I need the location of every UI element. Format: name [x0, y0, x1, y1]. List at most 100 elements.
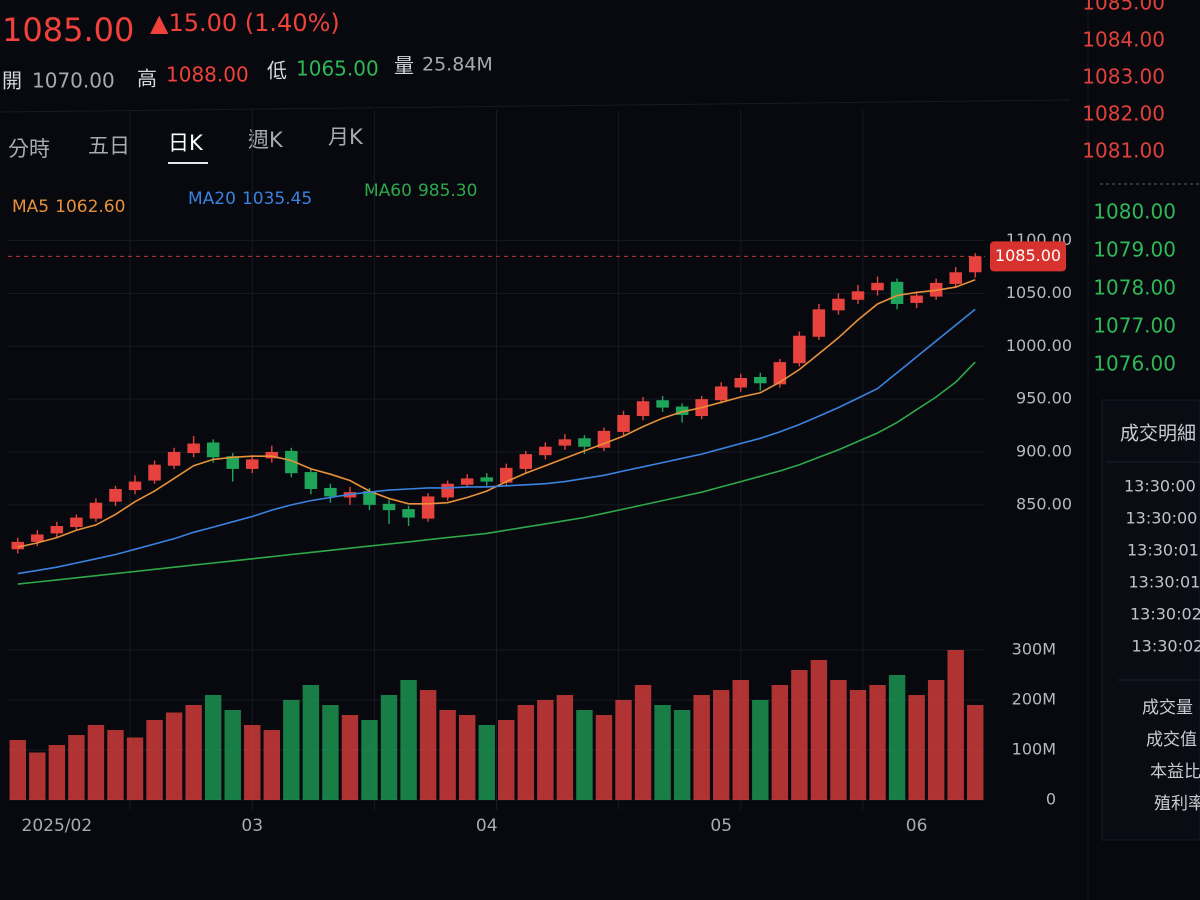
bid-price[interactable]: 1076.00 [1093, 352, 1176, 376]
candle-body [773, 362, 787, 385]
volume-bar [576, 710, 593, 800]
high-label: 高 [137, 67, 157, 91]
volume-bar [888, 675, 906, 800]
volume-bar [48, 745, 66, 800]
candle-body [31, 534, 44, 542]
bid-price[interactable]: 1078.00 [1093, 276, 1176, 300]
bid-price[interactable]: 1079.00 [1093, 238, 1176, 262]
volume-tick-label: 200M [1012, 690, 1056, 709]
trade-title: 成交明細 [1120, 423, 1196, 445]
tab[interactable]: 日K [168, 131, 204, 155]
candle-body [558, 439, 572, 446]
candle-body [187, 443, 200, 454]
candle-body [460, 478, 474, 485]
ma-line [17, 361, 976, 585]
candle-body [714, 386, 728, 401]
candle-body [402, 509, 415, 518]
candle-body [109, 489, 122, 502]
volume-bar [361, 720, 378, 800]
ask-price[interactable]: 1085.00 [1082, 0, 1165, 15]
volume-bar [556, 695, 574, 800]
tab[interactable]: 月K [328, 125, 364, 149]
volume-bar [146, 720, 163, 800]
volume-bar [419, 690, 437, 800]
stat-label: 成交值 [1146, 730, 1197, 750]
candle-body [734, 378, 748, 388]
candle-body [480, 477, 493, 482]
candle-body [206, 442, 220, 458]
candle-body [636, 401, 650, 417]
y-tick-label: 1000.00 [1006, 336, 1072, 355]
ma-line [17, 308, 976, 575]
volume-tick-label: 0 [1046, 790, 1056, 809]
volume-bar [791, 670, 808, 800]
legend-name: MA20 [188, 189, 236, 209]
volume-bar [341, 715, 359, 800]
trade-list: 13:30:00 13:30:00 13:30:01 13:30:01 13:30:02… [1124, 477, 1200, 815]
volume-bar [615, 700, 632, 800]
volume-bar [126, 737, 144, 800]
bid-price[interactable]: 1080.00 [1093, 200, 1176, 224]
candle-body [851, 291, 865, 300]
volume-bar [9, 740, 26, 800]
volume-bar [439, 710, 456, 800]
low-label: 低 [267, 59, 287, 83]
tab[interactable]: 分時 [8, 137, 50, 161]
x-tick-label: 06 [906, 816, 928, 836]
y-tick-label: 1050.00 [1006, 283, 1072, 302]
ask-price[interactable]: 1083.00 [1082, 65, 1165, 89]
stat-label: 成交量 [1142, 698, 1193, 718]
high-value: 1088.00 [166, 63, 249, 87]
volume-bar [947, 650, 964, 800]
volume-bar [517, 705, 535, 800]
candle-body [949, 272, 962, 284]
volume-value: 25.84M [422, 54, 493, 76]
volume-label: 量 [394, 54, 414, 78]
ask-price[interactable]: 1084.00 [1082, 28, 1165, 52]
candle-body [812, 309, 826, 337]
volume-bar [693, 695, 710, 800]
candle-body [910, 295, 923, 303]
price-tag-label: 1085.00 [995, 246, 1061, 265]
volume-bar [68, 735, 85, 800]
candle-body [968, 256, 982, 273]
candle-body [324, 487, 337, 497]
candle-body [421, 496, 435, 519]
volume-bar [204, 695, 222, 800]
trade-time: 13:30:02 [1132, 637, 1200, 656]
volume-bar [595, 715, 613, 800]
candle-body [754, 376, 767, 384]
price-change: ▲15.00 (1.40%) [150, 9, 340, 37]
volume-bar [810, 660, 828, 800]
candle-body [793, 335, 806, 364]
order-book: 1085.00 1084.00 1083.00 1082.00 1081.00 1080.… [1082, 0, 1200, 376]
volume-bar [478, 725, 495, 800]
bid-price[interactable]: 1077.00 [1093, 314, 1176, 338]
low-value: 1065.00 [296, 57, 379, 81]
volume-bar [732, 680, 749, 800]
candle-body [167, 452, 181, 466]
x-tick-label: 05 [710, 816, 732, 836]
trade-time: 13:30:00 [1126, 509, 1198, 528]
ask-price[interactable]: 1081.00 [1082, 139, 1165, 163]
tab[interactable]: 五日 [88, 134, 130, 158]
volume-bar [537, 700, 554, 800]
candle-body [128, 481, 142, 491]
legend-value: 985.30 [418, 181, 477, 201]
stat-label: 本益比 [1150, 762, 1200, 782]
candle-body [871, 282, 884, 291]
tab[interactable]: 週K [248, 128, 284, 152]
volume-bar [771, 685, 789, 800]
open-value: 1070.00 [32, 69, 115, 93]
ask-price[interactable]: 1082.00 [1082, 102, 1165, 126]
volume-bar [869, 685, 886, 800]
candle-body [89, 502, 103, 519]
volume-bar [713, 690, 730, 800]
volume-bar [87, 725, 105, 800]
x-tick-label: 04 [476, 816, 498, 836]
volume-bar [29, 752, 46, 800]
volume-bar [263, 730, 280, 800]
trade-time: 13:30:02 [1130, 605, 1200, 624]
